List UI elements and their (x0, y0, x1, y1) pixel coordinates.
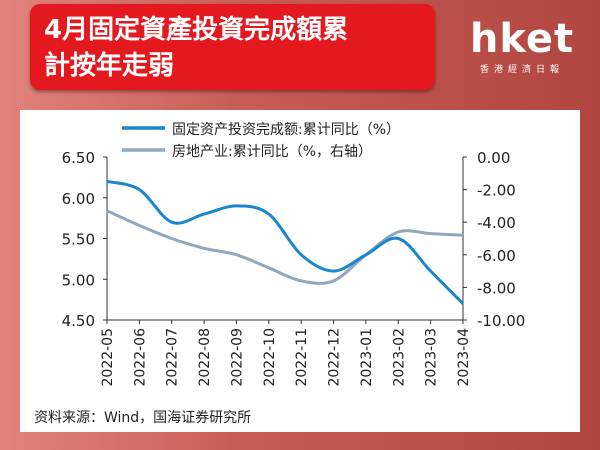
headline-line-2: 計按年走弱 (44, 51, 175, 81)
series-lines (106, 179, 465, 305)
left-tick-label: 5.00 (62, 271, 95, 289)
right-tick-label: -10.00 (477, 312, 525, 330)
legend-label-real-estate: 房地产业:累计同比（%，右轴） (172, 144, 372, 160)
headline-banner: 4月固定資產投資完成額累 計按年走弱 (30, 4, 435, 90)
x-axis-labels: 2022-05 2022-06 2022-07 2022-08 2022-09 2022-… (100, 320, 472, 387)
series-line-real-estate (106, 209, 464, 285)
logo-wordmark: hket (469, 16, 575, 62)
right-tick-label: -2.00 (477, 182, 516, 200)
left-tick-label: 4.50 (62, 312, 95, 330)
x-tick-label: 2022-09 (229, 328, 245, 387)
logo-subtitle: 香港經濟日報 (479, 65, 564, 75)
x-tick-label: 2022-07 (165, 328, 181, 387)
x-tick-label: 2022-06 (132, 328, 148, 387)
hket-logo: hket 香港經濟日報 (462, 18, 582, 88)
legend: 固定资产投资完成额:累计同比（%） 房地产业:累计同比（%，右轴） (122, 122, 400, 160)
chart-card: 固定资产投资完成额:累计同比（%） 房地产业:累计同比（%，右轴） 6.50 6.… (20, 110, 580, 432)
right-tick-label: -6.00 (477, 247, 516, 265)
x-tick-label: 2022-05 (100, 328, 116, 387)
left-tick-label: 6.50 (62, 149, 95, 167)
right-tick-label: 0.00 (477, 149, 510, 167)
x-tick-label: 2022-11 (294, 328, 310, 387)
line-chart: 固定资产投资完成额:累计同比（%） 房地产业:累计同比（%，右轴） 6.506.… (34, 122, 526, 426)
x-tick-label: 2022-08 (197, 328, 213, 387)
x-tick-label: 2023-03 (424, 328, 440, 387)
axes: 6.50 6.00 5.50 5.00 4.50 0.00 -2.00 -4.00 -6.00 -… (62, 149, 526, 330)
legend-label-fixed-asset: 固定资产投资完成额:累计同比（%） (172, 122, 400, 138)
series-line-fixed-asset (106, 179, 465, 305)
right-tick-label: -8.00 (477, 279, 516, 297)
x-tick-label: 2023-02 (391, 328, 407, 387)
right-tick-label: -4.00 (477, 214, 516, 232)
left-tick-label: 5.50 (62, 231, 95, 249)
x-tick-label: 2023-04 (456, 328, 472, 387)
x-tick-label: 2023-01 (359, 328, 375, 387)
headline-line-1: 4月固定資產投資完成額累 (44, 15, 349, 45)
source-note: 资料来源：Wind，国海证券研究所 (34, 410, 251, 426)
left-tick-label: 6.00 (62, 190, 95, 208)
x-tick-label: 2022-10 (262, 328, 278, 387)
x-tick-label: 2022-12 (327, 328, 343, 387)
